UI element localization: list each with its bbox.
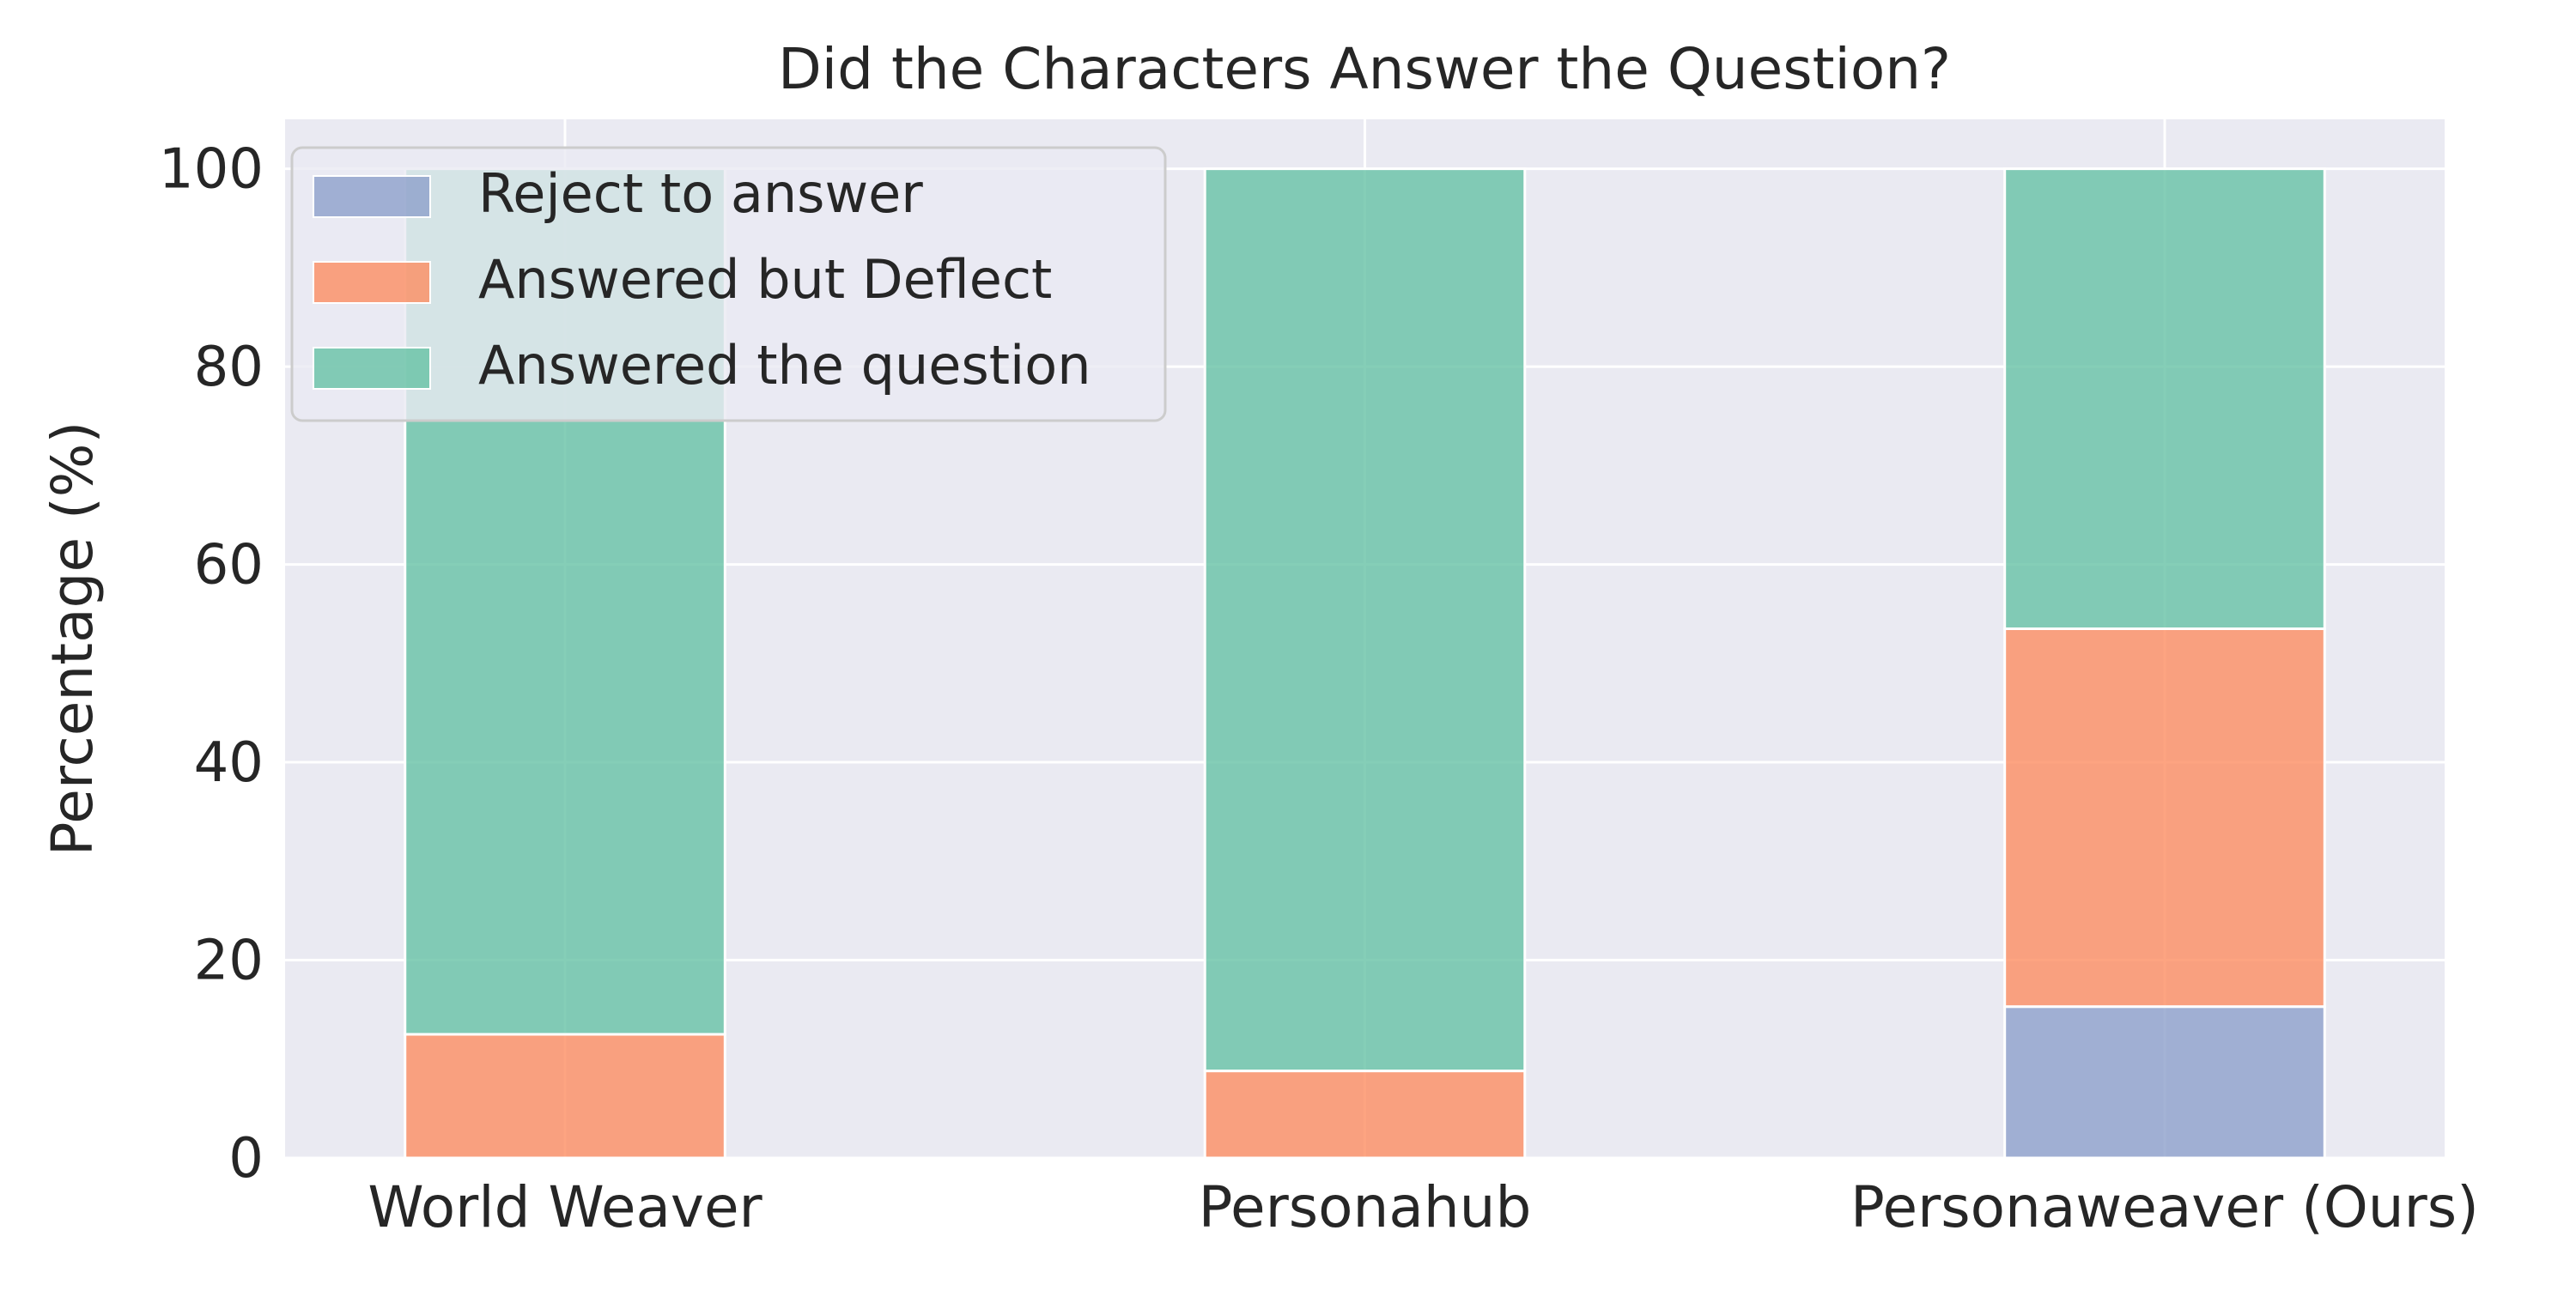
chart-title: Did the Characters Answer the Question? bbox=[778, 36, 1951, 102]
legend-label: Answered the question bbox=[478, 334, 1091, 397]
bar-segment bbox=[2003, 627, 2326, 1009]
x-tick-label: Personaweaver (Ours) bbox=[1850, 1174, 2479, 1240]
legend-swatch bbox=[313, 175, 431, 218]
y-tick-label: 20 bbox=[194, 930, 264, 993]
bar-segment bbox=[404, 1033, 726, 1160]
legend: Reject to answer Answered but Deflect Answ… bbox=[290, 146, 1167, 422]
bar-segment bbox=[1203, 1070, 1527, 1160]
y-tick-label: 100 bbox=[159, 138, 264, 202]
legend-items: Reject to answer Answered but Deflect Answ… bbox=[313, 162, 1091, 397]
bar-segment bbox=[2003, 1005, 2326, 1160]
x-tick-label: World Weaver bbox=[368, 1174, 762, 1240]
y-axis-label: Percentage (%) bbox=[39, 421, 106, 856]
tick-labels: 0 20 40 60 80 100 World Weaver Personahub Person… bbox=[159, 138, 2479, 1240]
legend-swatch bbox=[313, 347, 431, 390]
bar-segment bbox=[1203, 167, 1527, 1073]
legend-frame bbox=[290, 146, 1167, 422]
legend-label: Answered but Deflect bbox=[478, 248, 1052, 311]
legend-swatch bbox=[313, 261, 431, 304]
x-tick-label: Personahub bbox=[1199, 1174, 1532, 1240]
y-tick-label: 60 bbox=[194, 534, 264, 597]
bar-segment bbox=[2003, 167, 2326, 630]
y-tick-label: 40 bbox=[194, 731, 264, 795]
y-tick-label: 0 bbox=[228, 1127, 264, 1191]
y-tick-label: 80 bbox=[194, 336, 264, 399]
legend-label: Reject to answer bbox=[478, 162, 923, 225]
